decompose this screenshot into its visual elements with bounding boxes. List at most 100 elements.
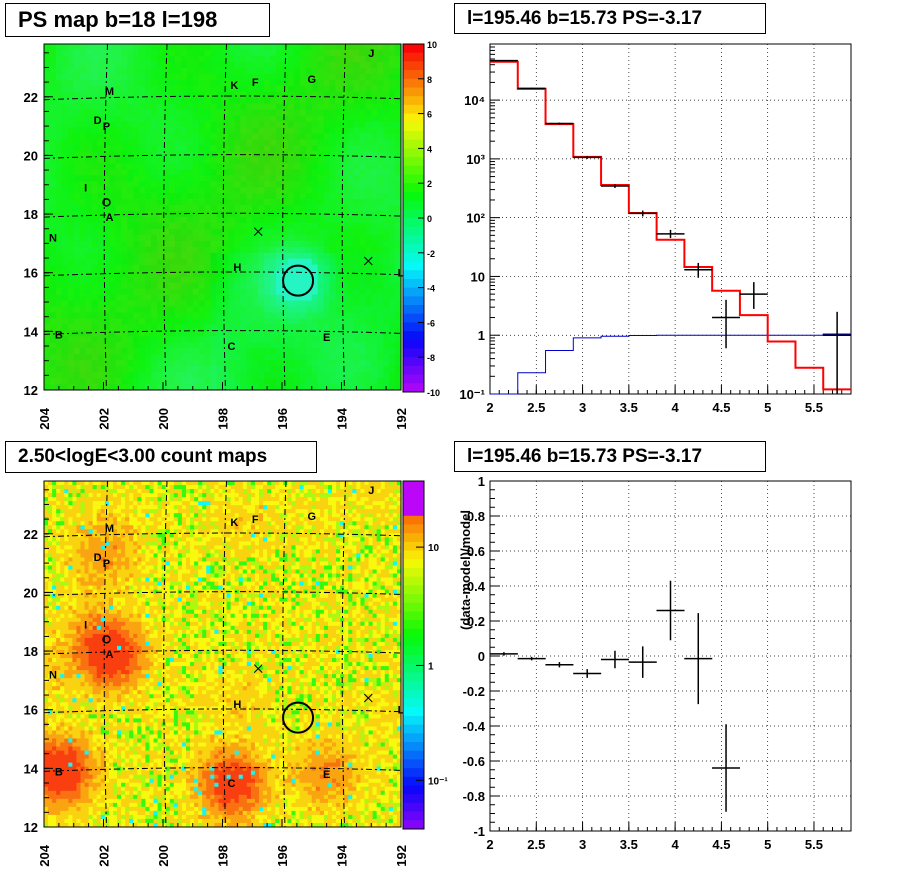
ps-map-cell	[323, 246, 330, 254]
count-map-cell	[84, 549, 90, 554]
ps-map-cell	[365, 61, 372, 69]
ps-map-cell	[240, 109, 247, 116]
ps-map-cell	[180, 139, 188, 146]
count-map-cell	[76, 658, 81, 663]
count-map-cell	[60, 605, 65, 611]
ps-map-cell	[228, 312, 235, 319]
ps-map-cell	[139, 44, 146, 51]
ps-map-cell	[44, 55, 51, 63]
count-map-cell	[44, 810, 49, 816]
ps-map-cell	[383, 270, 390, 278]
count-map-cell	[52, 633, 57, 639]
ps-map-cell	[222, 67, 229, 75]
ps-map-cell	[240, 115, 247, 122]
count-map-cell	[60, 730, 65, 735]
ps-map-cell	[246, 336, 253, 343]
count-map-cell	[104, 589, 110, 595]
ps-map-cell	[353, 348, 360, 355]
ps-map-cell	[329, 378, 336, 385]
count-map-cell	[96, 641, 102, 647]
count-map-cell	[92, 766, 98, 772]
ps-map-cell	[329, 312, 336, 319]
ps-map-cell	[49, 151, 57, 158]
ps-map-cell	[180, 294, 188, 301]
ps-map-cell	[151, 139, 158, 146]
ps-map-cell	[109, 181, 116, 188]
count-map-cell	[56, 613, 61, 619]
ps-map-cell	[287, 270, 295, 278]
ps-colorbar-step	[403, 261, 424, 271]
ps-map-cell	[317, 222, 325, 230]
ps-map-cell	[335, 384, 342, 391]
count-map-cell	[60, 485, 65, 490]
ps-map-cell	[67, 246, 75, 254]
ps-map-cell	[109, 73, 116, 81]
ps-map-cell	[389, 199, 396, 206]
count-map-cell	[44, 682, 49, 687]
count-map-cell	[84, 525, 90, 530]
ps-map-cell	[79, 121, 87, 128]
ps-map-cell	[157, 354, 164, 361]
ps-map-cell	[305, 342, 313, 349]
ps-map-cell	[234, 336, 241, 343]
count-map-cell	[76, 649, 81, 655]
ps-map-cell	[329, 145, 336, 152]
ps-map-cell	[341, 366, 348, 373]
count-map-cell	[92, 702, 98, 707]
ps-map-cell	[377, 49, 384, 57]
count-map-cell	[80, 822, 85, 828]
count-map-cell	[68, 766, 73, 772]
count-map-cell	[88, 802, 94, 808]
count-map-cell	[44, 621, 49, 627]
count-map-cell	[52, 481, 57, 486]
count-map-cell	[96, 565, 102, 570]
ps-map-cell	[44, 360, 51, 367]
ps-map-cell	[287, 360, 295, 367]
ps-map-cell	[91, 240, 98, 248]
ps-map-cell	[109, 127, 116, 134]
ps-map-cell	[44, 282, 51, 289]
ps-map-cell	[133, 157, 140, 164]
ps-map-cell	[276, 234, 283, 242]
ps-map-cell	[293, 115, 301, 122]
ps-map-cell	[61, 234, 69, 242]
count-map-cell	[92, 774, 98, 780]
ps-map-cell	[383, 246, 390, 254]
ps-map-cell	[228, 187, 235, 194]
count-map-cell	[56, 593, 61, 599]
ps-map-cell	[168, 288, 176, 295]
count-map-cell	[64, 529, 69, 534]
ps-map-cell	[210, 246, 217, 254]
ps-map-cell	[151, 258, 158, 266]
count-map-cell	[100, 617, 106, 623]
count-map-cell	[80, 577, 85, 582]
ps-map-cell	[264, 199, 271, 206]
ps-map-cell	[103, 330, 110, 337]
ps-map-cell	[270, 228, 277, 236]
ps-map-cell	[222, 205, 229, 212]
ps-map-cell	[299, 348, 307, 355]
ps-colorbar-step	[403, 226, 424, 236]
ps-map-cell	[258, 360, 265, 367]
ps-map-cell	[109, 187, 116, 194]
ps-map-cell	[347, 354, 354, 361]
ps-map-cell	[341, 67, 348, 75]
ps-map-cell	[299, 187, 307, 194]
ps-map-cell	[145, 145, 152, 152]
ps-colorbar-step	[403, 113, 424, 123]
count-map-cell	[84, 690, 90, 695]
ps-map-cell	[228, 217, 235, 224]
count-map-cell	[96, 742, 102, 747]
ps-map-cell	[145, 205, 152, 212]
count-map-cell	[72, 786, 77, 792]
count-map-cell	[96, 666, 102, 671]
ps-map-cell	[359, 324, 366, 331]
ps-grid-meridian	[222, 43, 227, 391]
ps-map-cell	[44, 175, 51, 182]
ps-map-cell	[133, 378, 140, 385]
ps-map-cell	[252, 67, 259, 75]
ps-map-cell	[359, 246, 366, 254]
ps-map-cell	[335, 222, 342, 230]
ps-map-cell	[139, 121, 146, 128]
ps-map-cell	[293, 163, 301, 170]
